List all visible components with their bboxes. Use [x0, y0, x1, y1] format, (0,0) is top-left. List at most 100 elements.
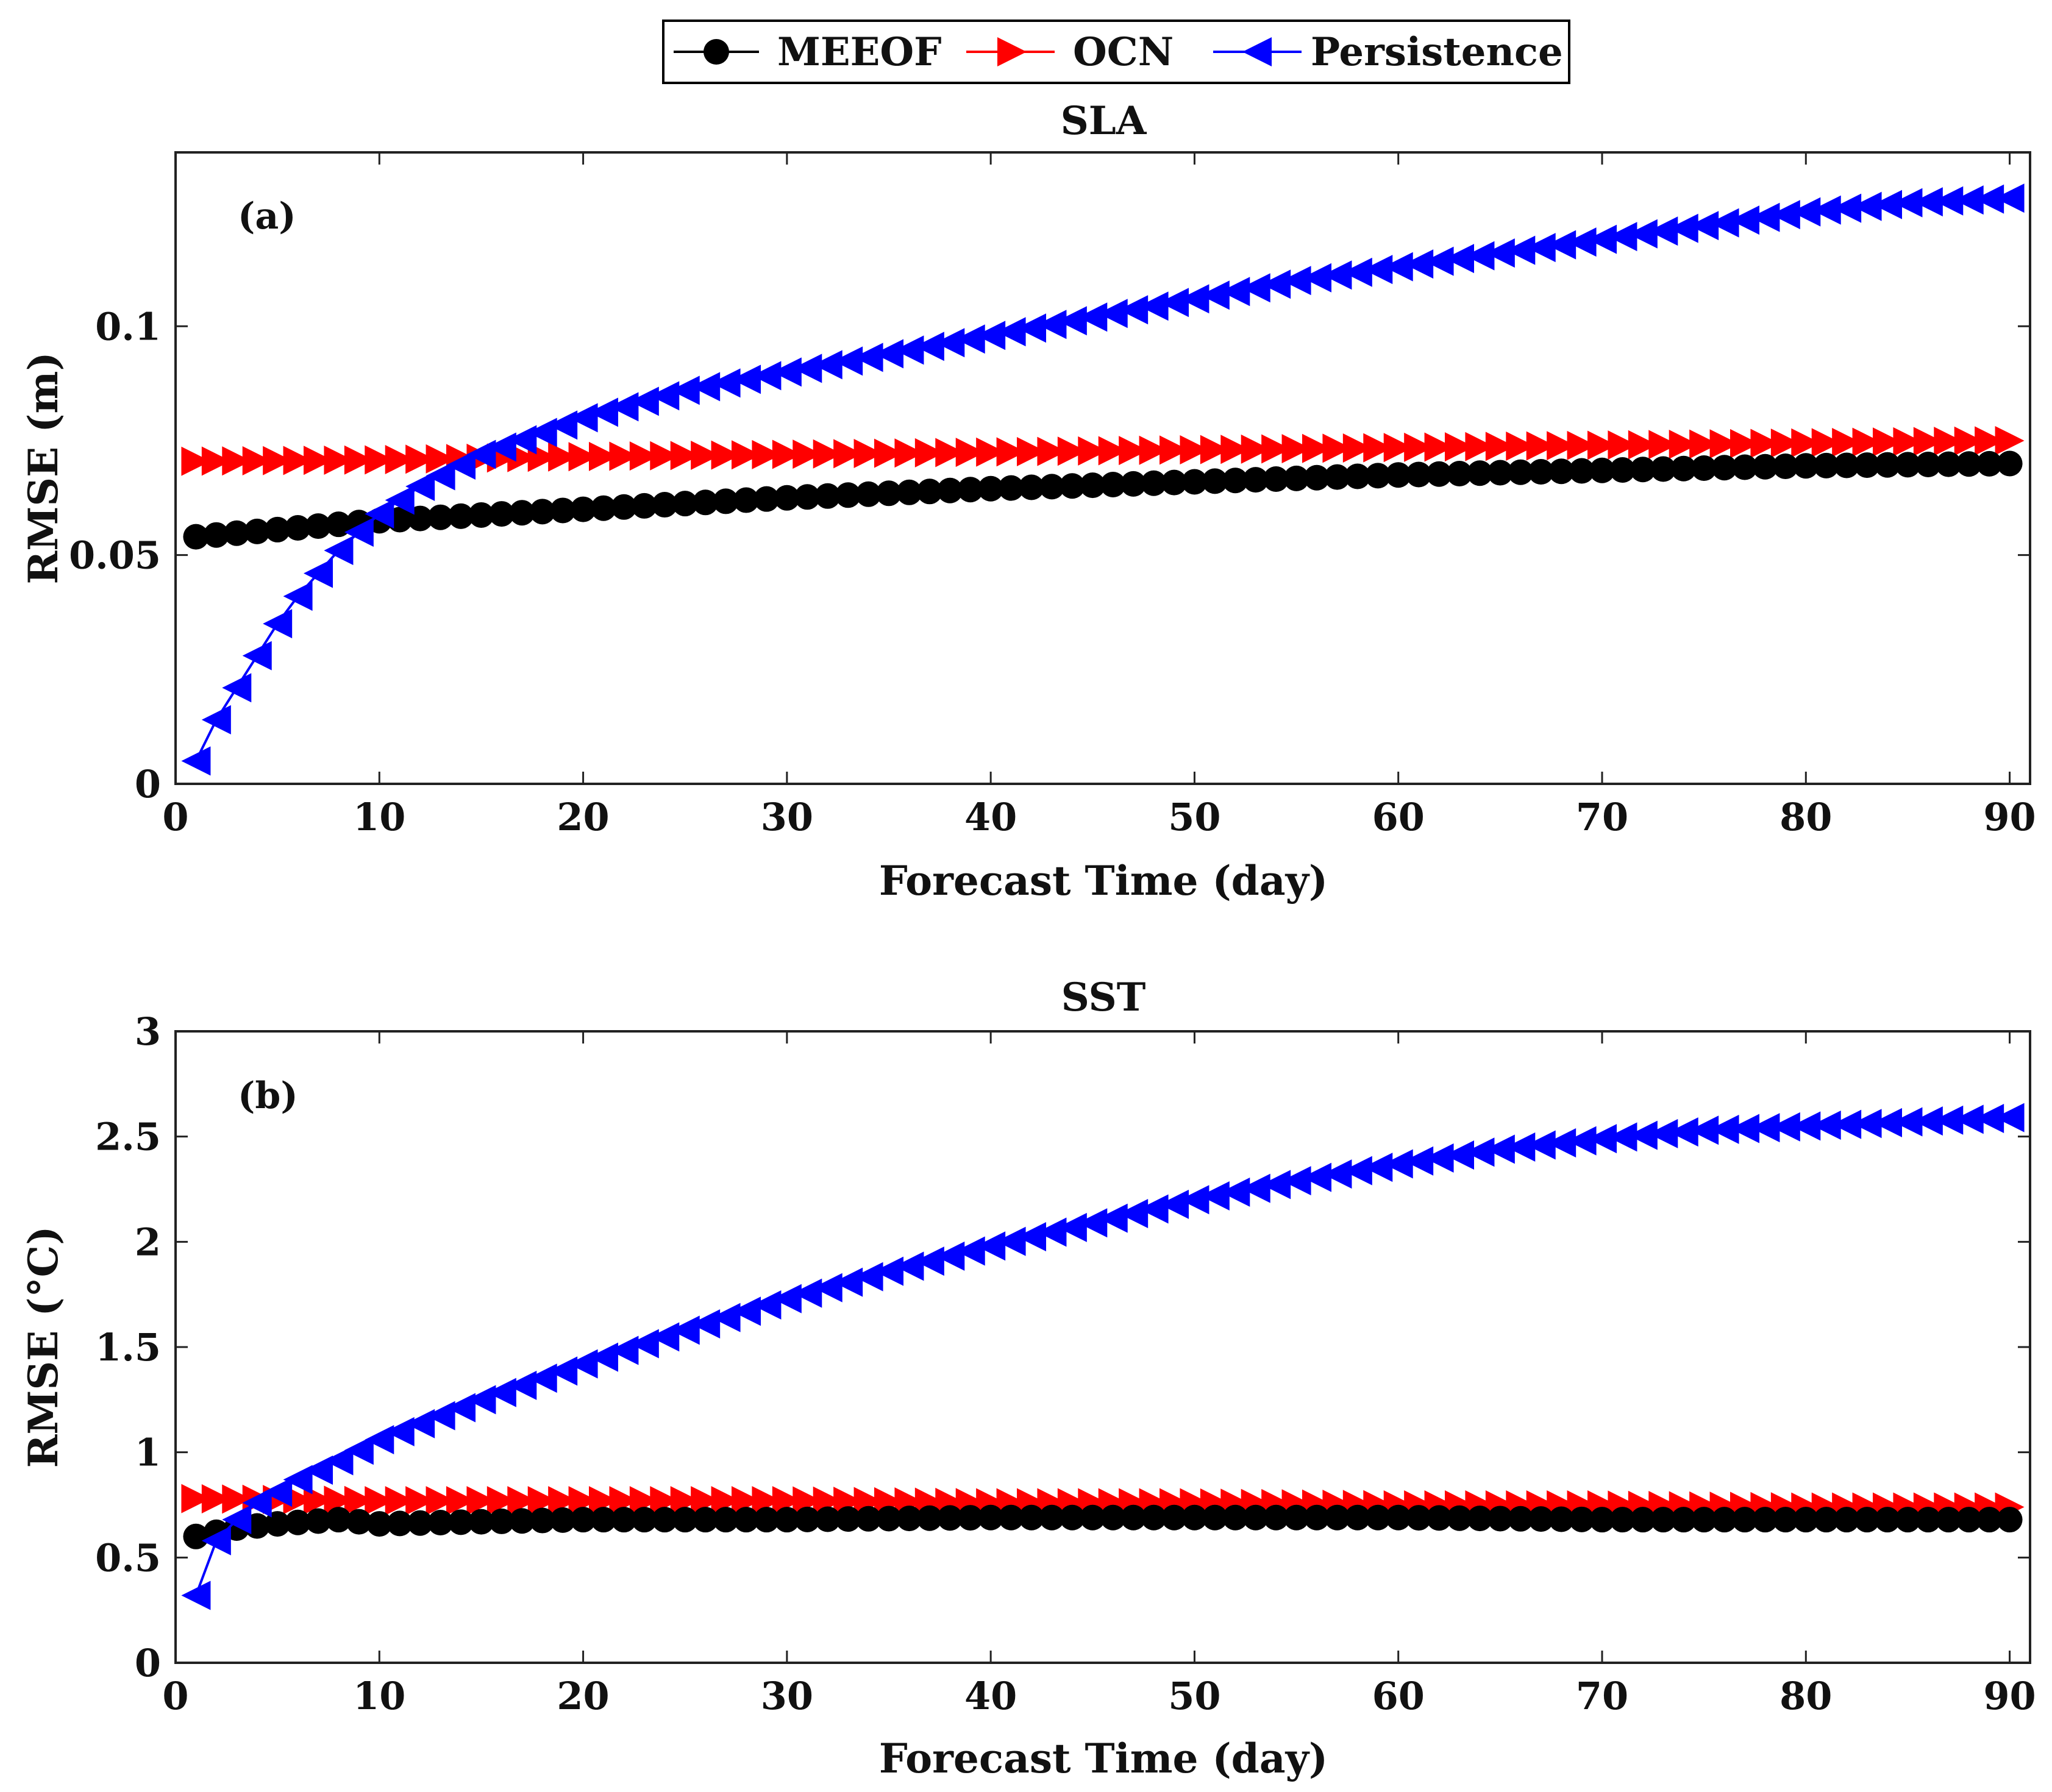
data-point [1283, 465, 1309, 491]
data-point [691, 372, 721, 402]
data-point [1465, 241, 1495, 271]
data-point [1587, 430, 1617, 460]
data-point [1426, 1505, 1452, 1531]
ytick-label: 0.05 [69, 533, 161, 578]
data-point [203, 522, 229, 548]
xtick-label: 70 [1576, 795, 1628, 839]
series-sla [181, 183, 2025, 776]
data-point [713, 1507, 739, 1533]
series-meeof-sst [183, 1504, 2023, 1549]
data-point [1424, 1143, 1454, 1173]
data-point [324, 445, 354, 475]
data-point [774, 1507, 800, 1533]
data-point [548, 1486, 578, 1516]
data-point [183, 1523, 209, 1549]
data-point [711, 1486, 741, 1516]
data-point [183, 524, 209, 550]
data-point [529, 499, 555, 525]
data-point [1913, 187, 1943, 217]
data-point [448, 503, 474, 529]
data-point [1873, 190, 1902, 219]
data-point [629, 1486, 659, 1516]
data-point [1220, 277, 1250, 307]
data-point [794, 1506, 821, 1532]
data-point [670, 1486, 700, 1516]
data-point [324, 1446, 354, 1476]
data-point [650, 381, 680, 411]
data-point [1895, 452, 1921, 478]
data-point [1487, 1506, 1513, 1532]
data-point [1263, 466, 1289, 492]
data-point [1100, 472, 1126, 498]
data-point [1242, 1504, 1269, 1531]
data-point [1834, 452, 1860, 478]
data-point [833, 1267, 863, 1297]
data-point [1548, 1506, 1575, 1532]
data-point [346, 1509, 372, 1535]
data-point [570, 496, 596, 522]
data-point [611, 494, 637, 520]
data-point [1609, 457, 1636, 483]
data-point [1100, 1504, 1126, 1531]
data-point [1730, 205, 1759, 235]
data-point [996, 437, 1026, 467]
data-point [1772, 1507, 1798, 1533]
data-point [387, 1510, 413, 1537]
data-point [1730, 1114, 1759, 1143]
data-point [1569, 1506, 1595, 1532]
data-point [181, 446, 211, 476]
data-point [1956, 1507, 1982, 1533]
data-point [1854, 452, 1880, 478]
yticks-sla: 0 0.05 0.1 [69, 304, 2030, 806]
xtick-label: 50 [1168, 795, 1220, 839]
data-point [1365, 463, 1391, 489]
data-point [1161, 469, 1187, 496]
data-point [285, 515, 311, 541]
data-point [589, 441, 618, 471]
data-point [1019, 474, 1044, 500]
data-point [916, 1505, 942, 1531]
data-point [1465, 432, 1495, 461]
data-point [935, 438, 965, 468]
data-point [1526, 233, 1556, 263]
data-point [1893, 1107, 1923, 1137]
data-point [365, 445, 394, 475]
data-point [672, 1507, 698, 1533]
data-point [876, 1506, 902, 1532]
data-point [853, 343, 883, 372]
data-point [181, 1580, 211, 1610]
data-point [1059, 1504, 1085, 1531]
data-point [1304, 464, 1330, 491]
data-point [1098, 1203, 1128, 1233]
data-point [1508, 459, 1534, 485]
data-point [1119, 1199, 1149, 1229]
xtick-label: 60 [1372, 795, 1425, 839]
data-point [1426, 461, 1452, 487]
data-point [1936, 1507, 1962, 1533]
data-point [1915, 451, 1941, 477]
data-point [1120, 1504, 1147, 1531]
data-point [978, 1504, 1004, 1531]
data-point [1567, 227, 1597, 257]
data-point [1711, 1507, 1737, 1533]
data-point [324, 536, 354, 566]
data-point [1609, 1507, 1636, 1533]
legend: MEEOF OCN Persistence [662, 20, 1570, 84]
data-point [548, 442, 578, 472]
data-point [1852, 191, 1882, 221]
data-point [427, 1510, 454, 1536]
data-point [1078, 436, 1108, 466]
data-point [1465, 1137, 1495, 1167]
data-point [1017, 436, 1046, 466]
data-point [1098, 436, 1128, 466]
data-point [1059, 473, 1085, 499]
data-point [955, 438, 985, 468]
data-point [1078, 1208, 1108, 1238]
data-point [1406, 1505, 1432, 1531]
ytick-label: 1.5 [95, 1325, 161, 1370]
data-point [1342, 433, 1372, 463]
data-point [691, 1486, 721, 1516]
data-point [1913, 427, 1943, 457]
data-point [1670, 1507, 1697, 1533]
data-point [631, 492, 657, 519]
